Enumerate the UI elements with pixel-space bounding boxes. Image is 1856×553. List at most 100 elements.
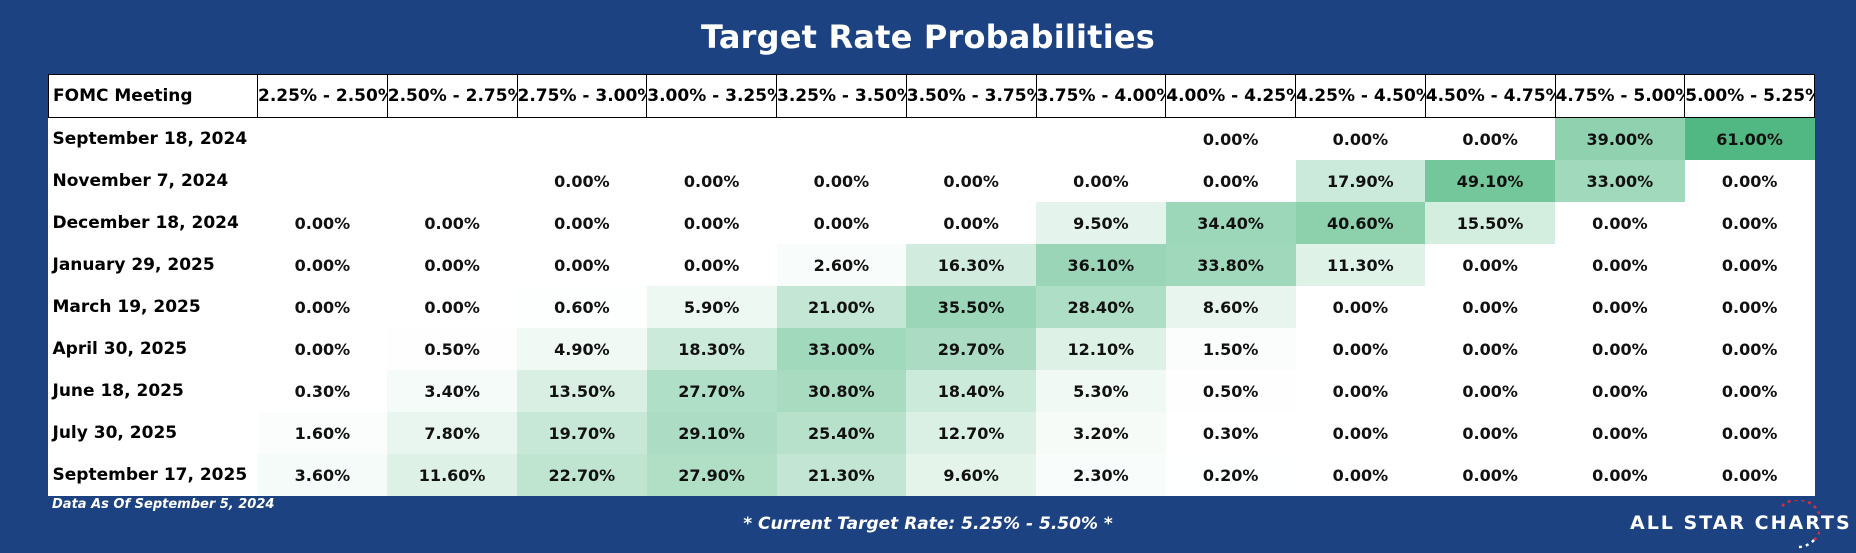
column-header: 3.25% - 3.50% <box>776 74 907 118</box>
probability-cell: 15.50% <box>1425 202 1555 244</box>
probability-cell: 49.10% <box>1425 160 1555 202</box>
probability-cell: 0.00% <box>1425 412 1555 454</box>
probability-cell: 0.00% <box>1555 328 1685 370</box>
column-header: 4.25% - 4.50% <box>1295 74 1426 118</box>
probability-cell: 19.70% <box>517 412 647 454</box>
probability-cell: 0.30% <box>1165 412 1296 454</box>
probability-cell: 2.60% <box>776 244 907 286</box>
probability-cell: 0.30% <box>257 370 388 412</box>
column-header: 2.25% - 2.50% <box>257 74 388 118</box>
probability-cell: 5.90% <box>646 286 777 328</box>
probability-cell: 0.00% <box>906 202 1036 244</box>
probability-cell: 29.70% <box>906 328 1036 370</box>
brand-logo: ALL STAR CHARTS <box>1630 512 1852 534</box>
probability-cell <box>258 118 388 161</box>
meeting-date: July 30, 2025 <box>52 423 178 443</box>
probability-table: FOMC Meeting 2.25% - 2.50% 2.50% - 2.75% 2… <box>48 74 1815 496</box>
meeting-date: April 30, 2025 <box>52 339 188 359</box>
probability-cell: 0.00% <box>1425 286 1555 328</box>
probability-cell: 33.00% <box>1555 160 1685 202</box>
probability-cell: 0.00% <box>257 202 388 244</box>
column-header: 2.75% - 3.00% <box>516 74 648 118</box>
probability-cell: 0.00% <box>1425 454 1555 496</box>
probability-cell: 9.50% <box>1036 202 1166 244</box>
column-header: 4.75% - 5.00% <box>1554 74 1686 118</box>
probability-cell: 3.20% <box>1036 412 1166 454</box>
table-row: March 19, 2025 0.00% 0.00% 0.60% 5.90% 21.00%… <box>49 286 1815 328</box>
probability-cell: 27.90% <box>646 454 777 496</box>
star-arc-icon <box>1781 500 1820 549</box>
probability-cell: 22.70% <box>517 454 647 496</box>
probability-cell: 17.90% <box>1295 160 1426 202</box>
probability-cell: 61.00% <box>1684 117 1815 160</box>
probability-cell: 0.60% <box>517 286 647 328</box>
probability-cell: 0.00% <box>1425 370 1555 412</box>
probability-cell: 40.60% <box>1295 202 1426 244</box>
table-row: November 7, 2024 0.00% 0.00% 0.00% 0.00% 0.00… <box>49 160 1815 202</box>
probability-cell: 0.00% <box>1555 202 1685 244</box>
meeting-date: March 19, 2025 <box>52 297 201 317</box>
chart-title: Target Rate Probabilities <box>700 18 1156 56</box>
probability-cell <box>387 160 517 202</box>
probability-cell: 0.00% <box>1684 328 1815 370</box>
probability-cell: 11.30% <box>1295 244 1426 286</box>
meeting-date: September 17, 2025 <box>52 465 248 485</box>
probability-cell: 0.00% <box>1295 412 1426 454</box>
column-header: 4.00% - 4.25% <box>1165 74 1296 118</box>
table-row: December 18, 2024 0.00% 0.00% 0.00% 0.00% 0.0… <box>49 202 1815 244</box>
probability-cell: 0.50% <box>387 328 517 370</box>
probability-cell: 25.40% <box>776 412 907 454</box>
probability-cell: 0.00% <box>257 328 388 370</box>
probability-cell: 33.80% <box>1165 244 1296 286</box>
meeting-date: November 7, 2024 <box>52 171 229 191</box>
table-body: September 18, 2024 0.00% 0.00% 0.00% 39.00% 6… <box>49 117 1815 496</box>
probability-cell: 0.00% <box>646 202 777 244</box>
probability-cell: 0.00% <box>517 160 647 202</box>
meeting-date: September 18, 2024 <box>52 129 248 149</box>
probability-cell <box>517 118 647 161</box>
probability-cell: 0.00% <box>1555 370 1685 412</box>
table-row: September 17, 2025 3.60% 11.60% 22.70% 27.90… <box>49 454 1815 496</box>
probability-cell: 0.00% <box>1295 117 1426 160</box>
probability-cell: 34.40% <box>1165 202 1296 244</box>
probability-cell: 0.00% <box>387 202 517 244</box>
probability-cell: 0.00% <box>646 160 777 202</box>
probability-cell: 0.00% <box>1295 328 1426 370</box>
probability-cell: 0.00% <box>1295 454 1426 496</box>
probability-cell: 5.30% <box>1036 370 1166 412</box>
probability-cell: 0.00% <box>1555 286 1685 328</box>
probability-cell: 0.00% <box>1555 244 1685 286</box>
probability-cell: 18.30% <box>646 328 777 370</box>
column-header: 2.50% - 2.75% <box>386 74 518 118</box>
probability-cell: 0.00% <box>646 244 777 286</box>
probability-cell: 0.00% <box>257 286 388 328</box>
probability-cell: 0.00% <box>517 244 647 286</box>
column-header: 5.00% - 5.25% <box>1684 74 1815 118</box>
table-row: January 29, 2025 0.00% 0.00% 0.00% 0.00% 2.60… <box>49 244 1815 286</box>
probability-cell: 9.60% <box>906 454 1036 496</box>
probability-cell: 0.20% <box>1165 454 1296 496</box>
column-header: 4.50% - 4.75% <box>1424 74 1556 118</box>
probability-cell: 0.00% <box>1165 160 1296 202</box>
probability-cell: 0.00% <box>1684 286 1815 328</box>
probability-cell: 21.00% <box>776 286 907 328</box>
table-row: July 30, 2025 1.60% 7.80% 19.70% 29.10% 25.40… <box>49 412 1815 454</box>
probability-cell: 36.10% <box>1036 244 1166 286</box>
probability-cell <box>647 118 777 161</box>
probability-cell <box>777 118 907 161</box>
probability-cell: 0.00% <box>1425 244 1555 286</box>
probability-cell <box>906 118 1036 161</box>
header-row: FOMC Meeting 2.25% - 2.50% 2.50% - 2.75% 2… <box>48 74 1815 118</box>
data-as-of-note: Data As Of September 5, 2024 <box>52 497 275 512</box>
probability-cell: 35.50% <box>906 286 1036 328</box>
probability-cell: 28.40% <box>1036 286 1166 328</box>
meeting-date: January 29, 2025 <box>52 255 215 275</box>
table-row: September 18, 2024 0.00% 0.00% 0.00% 39.00% 6… <box>49 117 1815 161</box>
probability-cell: 33.00% <box>776 328 907 370</box>
probability-cell: 0.00% <box>1425 328 1555 370</box>
probability-cell: 0.00% <box>1684 454 1815 496</box>
table-row: April 30, 2025 0.00% 0.50% 4.90% 18.30% 33.00… <box>49 328 1815 370</box>
probability-cell: 0.00% <box>1684 202 1815 244</box>
probability-cell: 0.00% <box>1425 117 1555 160</box>
column-header: 3.50% - 3.75% <box>905 74 1037 118</box>
